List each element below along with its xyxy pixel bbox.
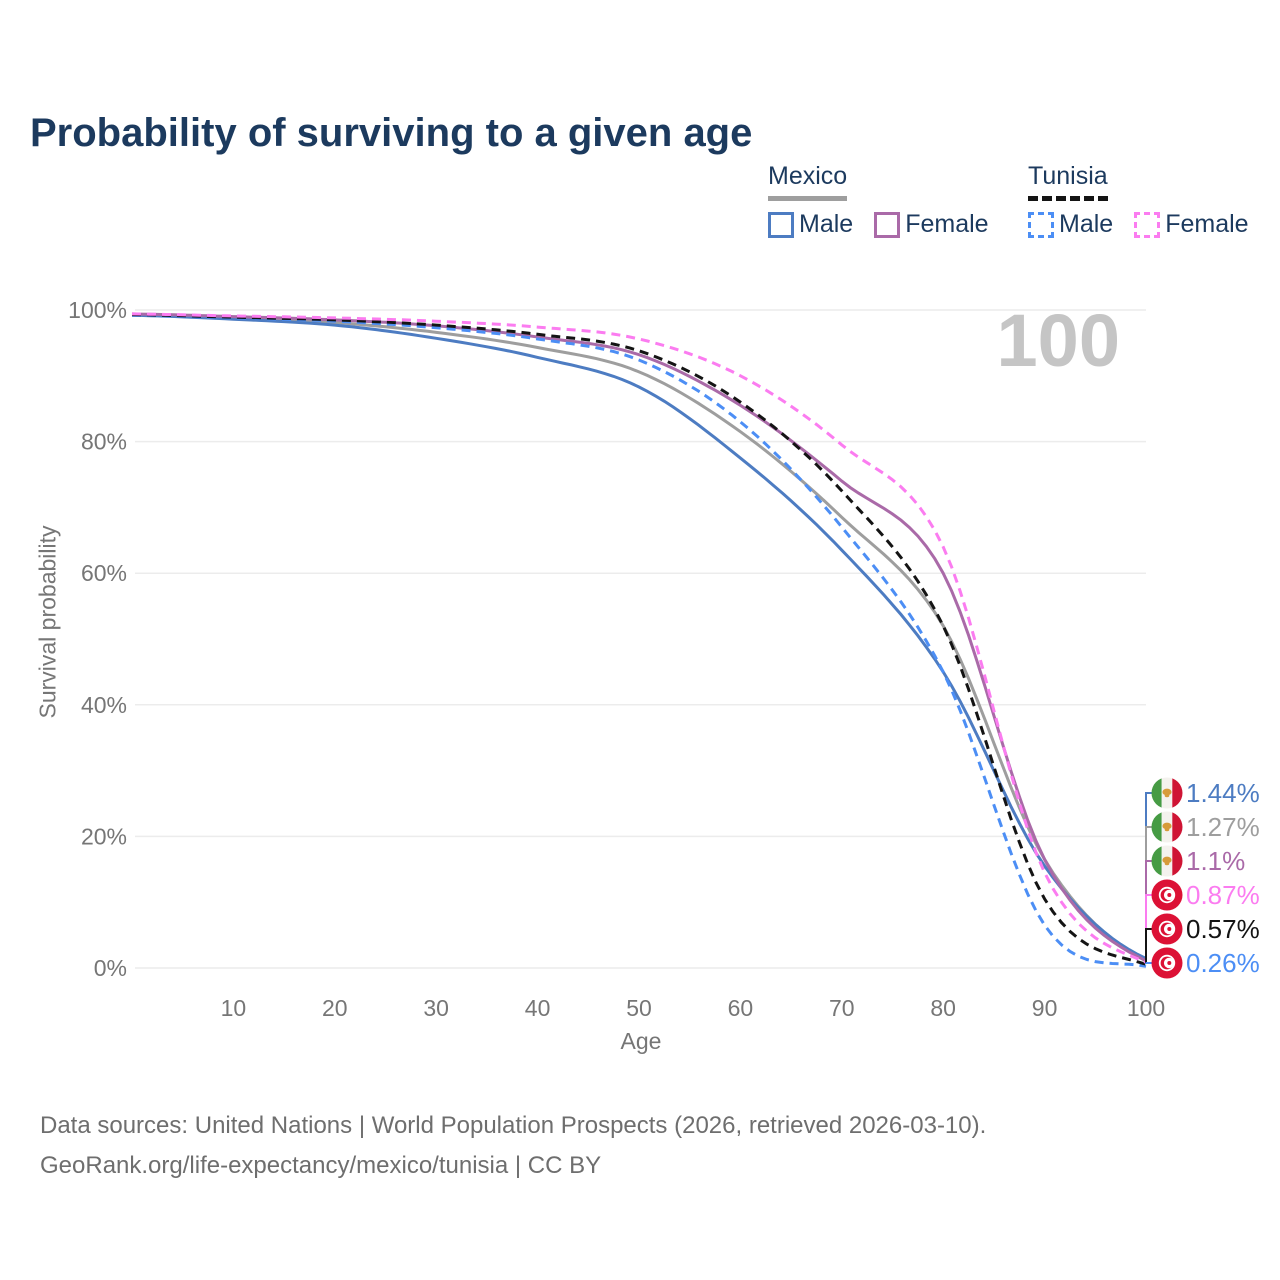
x-tick-label: 30 — [423, 995, 449, 1021]
mexico-female-swatch-icon — [874, 211, 901, 238]
mexico-flag-icon — [1151, 811, 1183, 843]
tunisia-flag-icon — [1151, 947, 1183, 979]
series-line-mexico-both-sexes — [131, 313, 1147, 961]
end-label-connector — [1145, 928, 1153, 963]
x-axis-title: Age — [620, 1028, 662, 1054]
series-line-mexico-male — [131, 313, 1147, 960]
legend-group-tunisia: Tunisia Male Female — [1028, 162, 1270, 239]
legend-group-mexico: Mexico Male Female — [768, 162, 1010, 239]
series-line-tunisia-both-sexes — [131, 313, 1147, 966]
legend-label-tunisia-male: Male — [1059, 210, 1114, 238]
end-label-row: 1.1% — [1151, 845, 1245, 877]
end-label-value: 0.26% — [1186, 948, 1260, 978]
x-tick-label: 40 — [525, 995, 551, 1021]
data-source-line2: GeoRank.org/life-expectancy/mexico/tunis… — [40, 1152, 602, 1179]
end-label-value: 0.57% — [1186, 914, 1260, 944]
legend-label-mexico-female: Female — [905, 210, 989, 238]
end-label-row: 1.44% — [1151, 777, 1260, 809]
legend-label-tunisia-female: Female — [1165, 210, 1249, 238]
mexico-male-swatch-icon — [768, 211, 794, 238]
y-tick-label: 80% — [81, 429, 127, 455]
mexico-flag-icon — [1151, 777, 1183, 809]
mexico-flag-icon — [1151, 845, 1183, 877]
x-tick-label: 80 — [930, 995, 956, 1021]
x-tick-label: 60 — [728, 995, 754, 1021]
series-line-tunisia-female — [131, 312, 1147, 964]
x-tick-label: 50 — [626, 995, 652, 1021]
end-label-connector — [1145, 860, 1153, 961]
y-tick-label: 100% — [68, 297, 127, 323]
y-tick-label: 60% — [81, 560, 127, 586]
end-label-value: 1.27% — [1186, 812, 1260, 842]
tunisia-male-swatch-icon — [1028, 211, 1054, 238]
tunisia-female-swatch-icon — [1134, 211, 1161, 238]
end-label-value: 1.1% — [1186, 846, 1245, 876]
y-tick-label: 20% — [81, 823, 127, 849]
x-tick-label: 20 — [322, 995, 348, 1021]
x-tick-label: 100 — [1127, 995, 1165, 1021]
y-tick-label: 40% — [81, 692, 127, 718]
x-tick-label: 10 — [221, 995, 247, 1021]
end-label-row: 0.26% — [1151, 947, 1260, 979]
y-tick-label: 0% — [94, 955, 127, 981]
end-label-value: 1.44% — [1186, 778, 1260, 808]
end-label-row: 0.57% — [1151, 913, 1260, 945]
tunisia-flag-icon — [1151, 913, 1183, 945]
y-axis-title: Survival probability — [34, 525, 61, 719]
data-source-note: Data sources: United Nations | World Pop… — [40, 1106, 986, 1186]
watermark-max-age: 100 — [997, 299, 1120, 382]
end-label-row: 0.87% — [1151, 879, 1260, 911]
page-title: Probability of surviving to a given age — [30, 110, 753, 155]
end-label-connector — [1145, 792, 1153, 959]
end-label-value: 0.87% — [1186, 880, 1260, 910]
series-line-tunisia-male — [131, 313, 1147, 968]
legend-label-mexico-male: Male — [799, 210, 854, 238]
tunisia-flag-icon — [1151, 879, 1183, 911]
legend-country-tunisia: Tunisia — [1028, 162, 1108, 201]
end-label-row: 1.27% — [1151, 811, 1260, 843]
x-tick-label: 90 — [1032, 995, 1058, 1021]
legend-country-mexico: Mexico — [768, 162, 848, 201]
x-tick-label: 70 — [829, 995, 855, 1021]
data-source-line1: Data sources: United Nations | World Pop… — [40, 1112, 987, 1139]
series-line-mexico-female — [131, 312, 1147, 963]
